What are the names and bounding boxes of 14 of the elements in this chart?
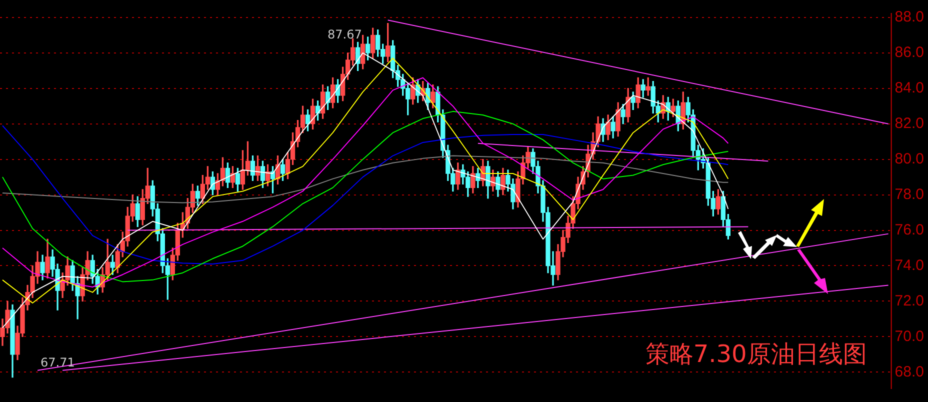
y-tick-label: 68.0	[894, 363, 924, 380]
y-tick-label: 86.0	[894, 44, 924, 62]
y-tick-label: 88.0	[894, 8, 924, 26]
y-tick-label: 72.0	[894, 292, 924, 310]
y-tick-label: 82.0	[894, 114, 924, 132]
y-tick-label: 76.0	[894, 221, 924, 238]
annotation: 87.67	[327, 27, 362, 42]
y-tick-label: 84.0	[894, 80, 924, 97]
text: 策略7.30原油日线图	[645, 340, 867, 368]
y-tick-label: 74.0	[894, 256, 924, 274]
y-tick-label: 78.0	[894, 186, 924, 203]
annotation: 67.71	[40, 355, 75, 370]
y-tick-label: 70.0	[894, 328, 924, 345]
y-tick-label: 80.0	[894, 150, 924, 168]
